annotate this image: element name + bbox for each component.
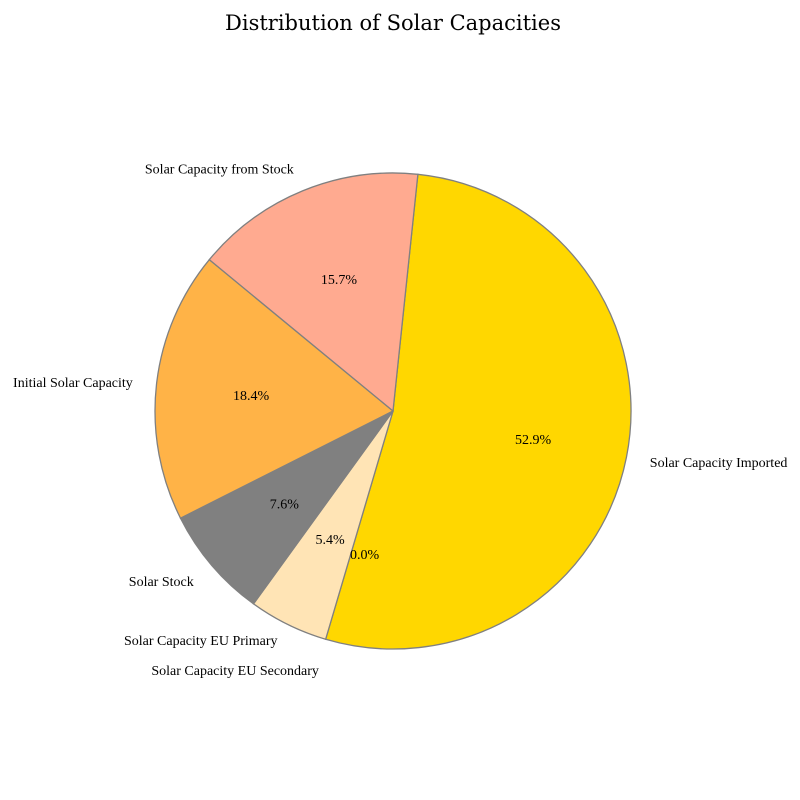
percent-label-0: 52.9%: [515, 433, 552, 448]
category-labels: Solar Capacity Imported Solar Capacity EU…: [13, 163, 787, 679]
category-label-2: Solar Capacity EU Primary: [124, 634, 278, 649]
percent-labels: 52.9% 0.0% 5.4% 7.6% 18.4% 15.7%: [233, 273, 551, 563]
pie-slice-4: [154, 258, 395, 520]
category-label-5: Solar Capacity from Stock: [145, 163, 294, 178]
percent-label-4: 18.4%: [233, 389, 270, 404]
category-label-4: Initial Solar Capacity: [13, 376, 133, 391]
percent-label-2: 5.4%: [315, 533, 345, 548]
pie-slice-3: [179, 410, 394, 605]
category-label-3: Solar Stock: [129, 575, 194, 590]
pie-slice-0: [324, 173, 632, 650]
percent-label-1: 0.0%: [350, 548, 380, 563]
pie-slice-5: [208, 172, 419, 413]
percent-label-5: 15.7%: [321, 273, 358, 288]
chart-title: Distribution of Solar Capacities: [225, 11, 561, 35]
pie-slices: [154, 172, 632, 650]
category-label-0: Solar Capacity Imported: [650, 456, 788, 471]
percent-label-3: 7.6%: [270, 498, 300, 513]
category-label-1: Solar Capacity EU Secondary: [151, 664, 319, 679]
